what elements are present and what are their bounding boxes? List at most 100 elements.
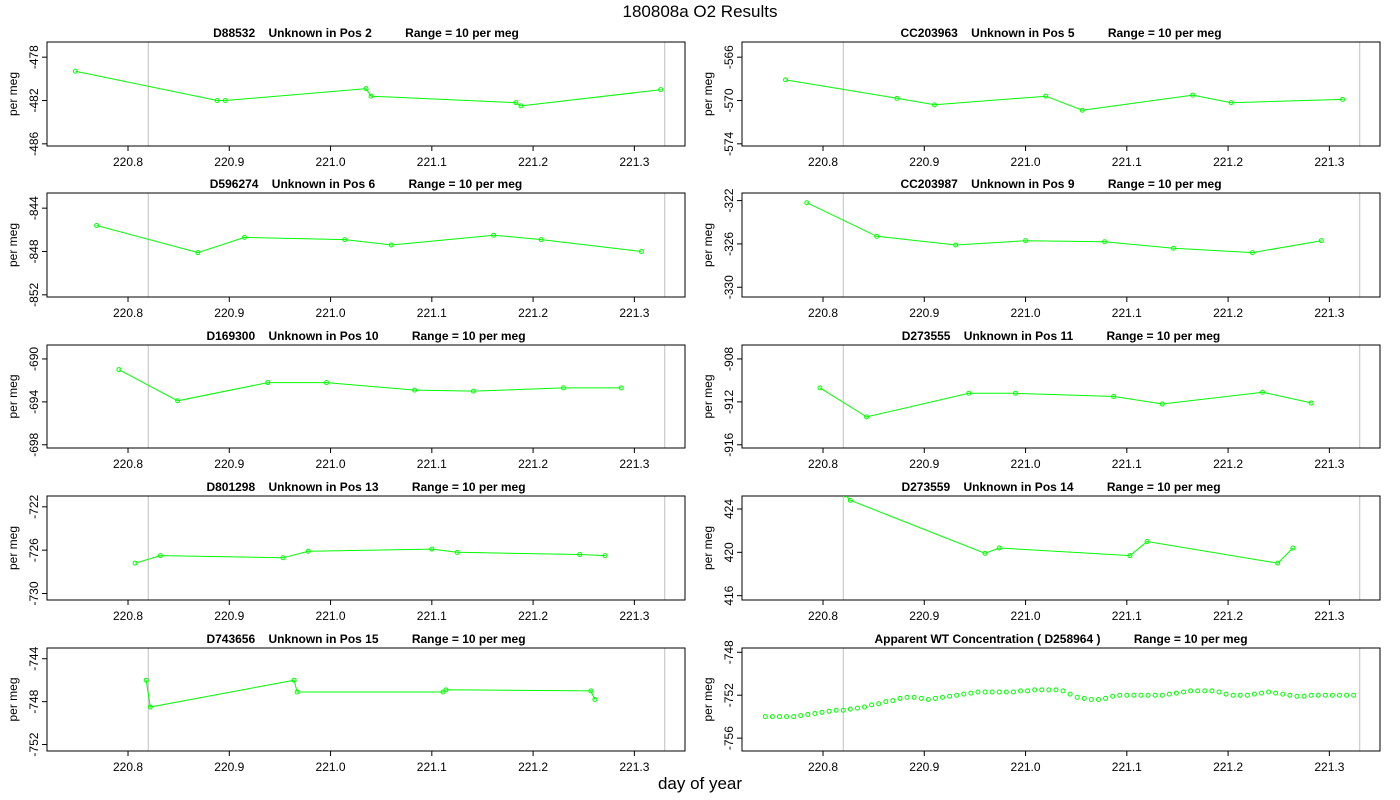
- data-point: [602, 553, 608, 559]
- plot-frame: [741, 647, 1381, 752]
- series-group: [843, 496, 1296, 566]
- series-group: [143, 677, 598, 710]
- data-point: [1079, 107, 1085, 113]
- series-group: [132, 546, 608, 566]
- plot-frame: [46, 192, 686, 298]
- data-point: [864, 414, 870, 420]
- x-tick-label: 221.0: [316, 457, 346, 471]
- series-line: [75, 70, 661, 107]
- data-point: [1308, 400, 1314, 406]
- data-point: [1060, 688, 1066, 694]
- y-axis-label: per meg: [6, 526, 20, 570]
- data-point: [175, 398, 181, 404]
- data-point: [798, 713, 804, 719]
- y-tick-label: -852: [27, 283, 41, 307]
- x-tick-label: 220.8: [808, 457, 838, 471]
- y-tick-label: -848: [27, 239, 41, 263]
- panel-10: Apparent WT Concentration ( D258964 ) Ra…: [701, 632, 1381, 774]
- panel-title: D88532 Unknown in Pos 2 Range = 10 per m…: [213, 26, 519, 40]
- x-tick-label: 220.9: [909, 155, 939, 169]
- y-tick-label: -330: [722, 275, 736, 299]
- x-tick-label: 220.9: [214, 760, 244, 774]
- plot-frame: [741, 495, 1381, 601]
- data-point: [1228, 100, 1234, 106]
- data-point: [342, 237, 348, 243]
- data-point: [1081, 695, 1087, 701]
- data-point: [72, 68, 78, 74]
- plot-frame: [46, 344, 686, 449]
- x-tick-label: 220.9: [909, 609, 939, 623]
- x-tick-label: 221.2: [518, 457, 548, 471]
- x-tick-label: 221.0: [1011, 457, 1041, 471]
- data-point: [1103, 695, 1109, 701]
- data-point: [94, 223, 100, 228]
- y-axis-label: per meg: [6, 677, 20, 721]
- y-tick-label: -698: [27, 432, 41, 456]
- data-point: [1181, 689, 1187, 695]
- plot-frame: [741, 41, 1381, 147]
- plot-frame: [46, 647, 686, 752]
- series-line: [134, 548, 606, 564]
- data-point: [833, 707, 839, 713]
- data-point: [1209, 688, 1215, 694]
- x-tick-label: 221.2: [1213, 457, 1243, 471]
- data-point: [454, 549, 460, 555]
- data-point: [805, 712, 811, 718]
- data-point: [996, 689, 1002, 695]
- y-tick-label: 420: [722, 542, 736, 562]
- x-tick-label: 220.8: [808, 760, 838, 774]
- x-tick-label: 221.1: [417, 760, 447, 774]
- x-tick-label: 220.9: [214, 306, 244, 320]
- x-tick-label: 221.1: [1112, 306, 1142, 320]
- data-point: [513, 100, 519, 106]
- data-point: [1145, 692, 1151, 698]
- panel-title: D596274 Unknown in Pos 6 Range = 10 per …: [210, 177, 522, 191]
- y-tick-label: -326: [722, 232, 736, 256]
- data-point: [1138, 692, 1144, 698]
- data-point: [783, 77, 789, 83]
- data-point: [1110, 693, 1116, 699]
- data-point: [812, 710, 818, 716]
- data-point: [280, 555, 286, 561]
- x-tick-label: 221.2: [518, 760, 548, 774]
- data-point: [1170, 245, 1176, 251]
- x-tick-label: 221.3: [1314, 306, 1344, 320]
- series-line: [96, 225, 642, 254]
- data-point: [1017, 688, 1023, 694]
- y-axis-label: per meg: [6, 374, 20, 418]
- data-point: [1336, 692, 1342, 698]
- x-tick-label: 221.2: [1213, 609, 1243, 623]
- data-point: [1273, 690, 1279, 696]
- panel-title: D801298 Unknown in Pos 13 Range = 10 per…: [206, 480, 525, 494]
- x-tick-label: 221.1: [1112, 609, 1142, 623]
- x-tick-label: 220.8: [113, 609, 143, 623]
- data-point: [862, 704, 868, 710]
- data-point: [1275, 560, 1281, 566]
- panel-title: D273559 Unknown in Pos 14 Range = 10 per…: [901, 480, 1220, 494]
- x-tick-label: 221.2: [1213, 760, 1243, 774]
- panel-title: Apparent WT Concentration ( D258964 ) Ra…: [874, 632, 1247, 646]
- data-point: [618, 385, 624, 391]
- y-tick-label: -748: [722, 640, 736, 664]
- data-point: [966, 390, 972, 396]
- panel-5: D169300 Unknown in Pos 10 Range = 10 per…: [6, 329, 686, 471]
- data-point: [883, 699, 889, 705]
- data-point: [1223, 691, 1229, 697]
- data-point: [1159, 401, 1165, 407]
- data-point: [1046, 687, 1052, 693]
- data-point: [1127, 553, 1133, 559]
- y-axis-label: per meg: [701, 223, 715, 267]
- x-tick-label: 221.2: [518, 306, 548, 320]
- data-point: [925, 697, 931, 702]
- data-point: [1287, 692, 1293, 698]
- x-tick-label: 220.8: [808, 609, 838, 623]
- plot-frame: [741, 344, 1381, 449]
- data-point: [817, 385, 823, 391]
- data-point: [1144, 539, 1150, 544]
- y-tick-label: -566: [722, 45, 736, 69]
- x-tick-label: 221.1: [1112, 457, 1142, 471]
- series-group: [72, 68, 664, 109]
- y-tick-label: -916: [722, 432, 736, 456]
- x-tick-label: 220.9: [909, 306, 939, 320]
- x-axis-label: day of year: [657, 774, 743, 793]
